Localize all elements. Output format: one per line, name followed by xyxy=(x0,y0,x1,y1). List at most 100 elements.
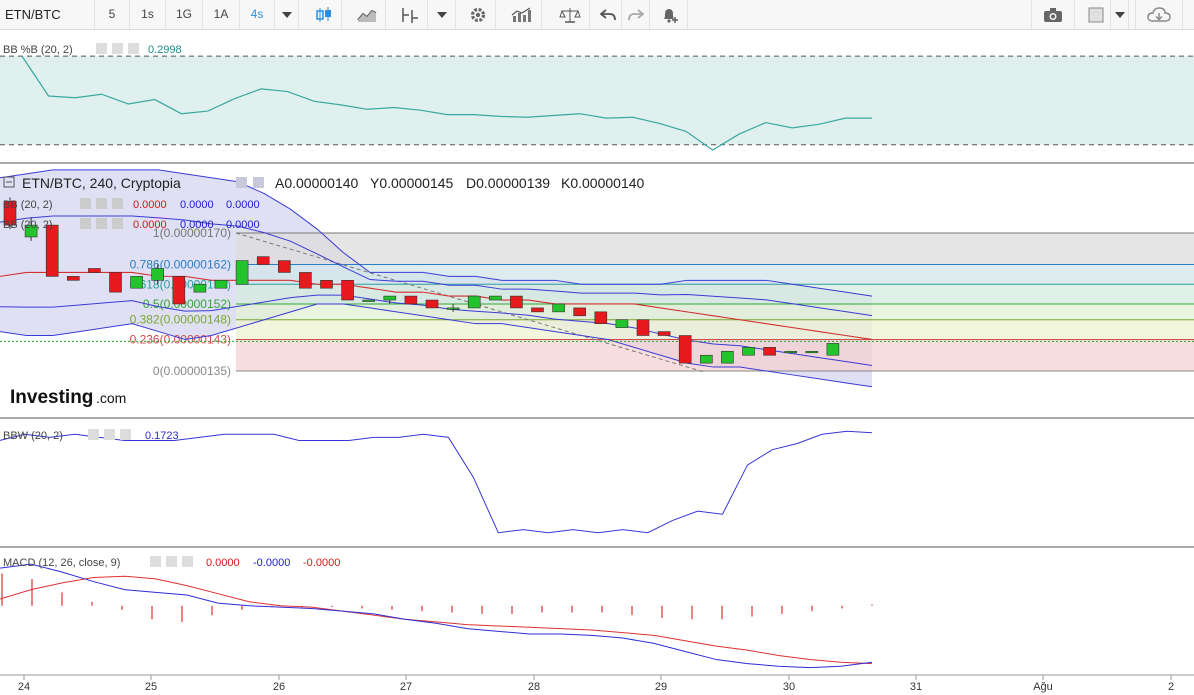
bbw-label: BBW (20, 2) xyxy=(3,430,63,442)
undo-icon xyxy=(599,9,616,20)
time-axis-label: 26 xyxy=(273,681,285,693)
candle-body xyxy=(3,201,17,226)
settings-icon xyxy=(470,7,485,22)
ohlc-open: A0.00000140 xyxy=(275,175,359,191)
gear-icon[interactable] xyxy=(96,218,107,229)
candle-body xyxy=(193,283,207,293)
fib-zone xyxy=(236,264,1194,285)
pctb-value: 0.2998 xyxy=(148,44,182,56)
time-axis-label: Ağu xyxy=(1033,681,1053,693)
settings-button[interactable] xyxy=(460,0,496,29)
pctb-legend: BB %B (20, 2) 0.2998 xyxy=(3,43,182,56)
visibility-icon[interactable] xyxy=(80,198,91,209)
compare-button[interactable] xyxy=(502,0,542,29)
logo-brand: Investing xyxy=(10,387,93,408)
pctb-band-fill xyxy=(0,56,1194,145)
candle-body xyxy=(214,280,228,289)
interval-1s-button[interactable]: 1s xyxy=(130,0,166,29)
macd-label: MACD (12, 26, close, 9) xyxy=(3,557,120,569)
undo-button[interactable] xyxy=(594,0,622,29)
close-icon[interactable] xyxy=(112,218,123,229)
pctb-panel xyxy=(0,55,1194,151)
bb2-upper-line xyxy=(0,215,873,317)
candle-body xyxy=(362,299,376,302)
candle-body xyxy=(510,295,523,309)
visibility-icon[interactable] xyxy=(96,43,107,54)
color-picker-button[interactable] xyxy=(1081,0,1111,29)
color-square-icon xyxy=(1088,7,1103,23)
candle-body xyxy=(151,268,164,281)
bb2-lower: 0.0000 xyxy=(226,219,260,231)
main-legend: ETN/BTC, 240, Cryptopia A0.00000140 Y0.0… xyxy=(3,175,645,231)
main-title: ETN/BTC, 240, Cryptopia xyxy=(22,175,181,191)
candle-body xyxy=(235,260,249,285)
time-axis-label: 31 xyxy=(910,681,922,693)
macd-value: 0.0000 xyxy=(206,557,240,569)
candle-body xyxy=(531,307,544,313)
close-icon[interactable] xyxy=(182,556,193,567)
chart-area: BB %B (20, 2) 0.2998 1(0.00000170) 0.786(… xyxy=(0,43,1194,693)
candle-body xyxy=(109,272,122,293)
time-axis-label: 27 xyxy=(400,681,412,693)
symbol-selector[interactable]: ETN/BTC xyxy=(0,0,95,29)
candle-body xyxy=(763,347,776,356)
candle-body xyxy=(130,276,143,289)
interval-5-button[interactable]: 5 xyxy=(95,0,130,29)
candle-body xyxy=(594,311,608,324)
candles-icon xyxy=(315,6,331,22)
candle-body xyxy=(678,335,692,364)
interval-1a-button[interactable]: 1A xyxy=(203,0,240,29)
redo-icon xyxy=(627,9,644,20)
visibility-icon[interactable] xyxy=(88,429,99,440)
candle-body xyxy=(341,280,354,301)
interval-1g-button[interactable]: 1G xyxy=(166,0,203,29)
interval-dropdown-button[interactable] xyxy=(275,0,299,29)
gear-icon[interactable] xyxy=(166,556,177,567)
close-icon[interactable] xyxy=(112,198,123,209)
compare-icon xyxy=(511,7,531,22)
screenshot-button[interactable] xyxy=(1031,0,1075,29)
macd-hist-value: -0.0000 xyxy=(303,557,340,569)
interval-4s-button[interactable]: 4s xyxy=(240,0,275,29)
cloud-save-button[interactable] xyxy=(1135,0,1183,29)
gear-icon[interactable] xyxy=(104,429,115,440)
close-icon[interactable] xyxy=(128,43,139,54)
time-axis-label: 28 xyxy=(528,681,540,693)
macd-legend: MACD (12, 26, close, 9) 0.0000 -0.0000 -… xyxy=(3,556,340,569)
fib-level-label: 0.5(0.00000152) xyxy=(143,297,231,311)
indicators-dropdown-button[interactable] xyxy=(428,0,456,29)
candle-body xyxy=(552,303,565,313)
candles-button[interactable] xyxy=(306,0,342,29)
gear-icon[interactable] xyxy=(253,177,264,188)
fib-level-label: 0.786(0.00000162) xyxy=(130,258,231,272)
fib-zone xyxy=(236,284,1194,304)
redo-button[interactable] xyxy=(622,0,650,29)
time-axis: 24 25 26 27 28 29 30 31 Ağu 2 xyxy=(18,675,1174,693)
bb2-upper: 0.0000 xyxy=(180,219,214,231)
gear-icon[interactable] xyxy=(96,198,107,209)
color-dropdown-button[interactable] xyxy=(1111,0,1129,29)
scale-button[interactable] xyxy=(550,0,590,29)
candle-body xyxy=(277,260,291,273)
alert-button[interactable] xyxy=(652,0,688,29)
scale-icon xyxy=(558,7,581,23)
indicators-button[interactable] xyxy=(392,0,428,29)
gear-icon[interactable] xyxy=(112,43,123,54)
chevron-down-icon xyxy=(436,11,447,18)
candle-body xyxy=(446,307,460,310)
candle-body xyxy=(383,295,397,301)
visibility-icon[interactable] xyxy=(150,556,161,567)
visibility-icon[interactable] xyxy=(80,218,91,229)
line-chart-button[interactable] xyxy=(348,0,386,29)
close-icon[interactable] xyxy=(120,429,131,440)
collapse-icon[interactable] xyxy=(3,176,15,188)
fib-level-label: 0.382(0.00000148) xyxy=(130,313,231,327)
bb-middle-line xyxy=(0,271,873,341)
visibility-icon[interactable] xyxy=(236,177,247,188)
candle-body xyxy=(404,295,418,305)
chevron-down-icon xyxy=(1114,11,1125,18)
bb1-label: BB (20, 2) xyxy=(3,199,53,211)
candle-body xyxy=(172,276,186,305)
candle-body xyxy=(425,299,439,309)
bbw-legend: BBW (20, 2) 0.1723 xyxy=(3,429,179,442)
